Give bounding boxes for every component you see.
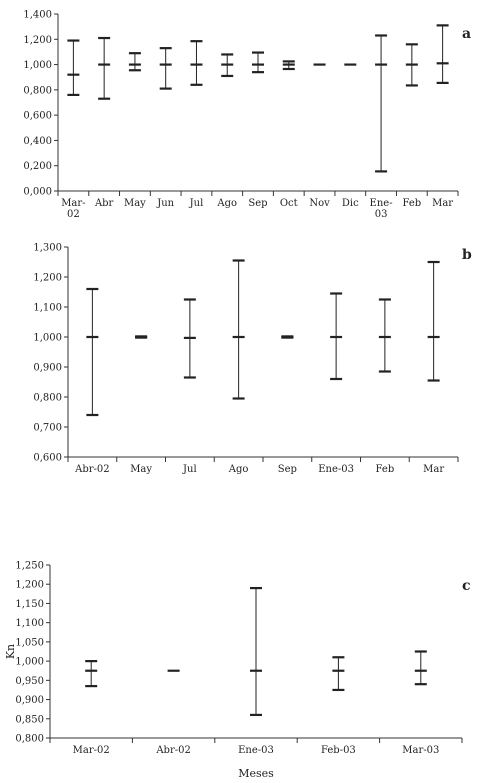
x-tick-label: Feb	[376, 464, 395, 475]
x-tick-label: Jun	[156, 198, 174, 209]
x-tick-label: Abr	[94, 198, 114, 209]
x-tick-label: Ene-03	[238, 745, 274, 756]
error-bar	[378, 298, 391, 373]
y-tick-label: 1,300	[33, 243, 62, 254]
y-tick-label: 1,200	[33, 273, 62, 284]
x-tick-label: Mar	[423, 464, 444, 475]
error-bar	[232, 259, 245, 400]
y-tick-label: 0,200	[23, 161, 52, 172]
x-tick-label: Ene-03	[318, 464, 354, 475]
error-bar	[282, 60, 295, 71]
x-tick-label: Jul	[182, 464, 197, 475]
x-tick-label: May	[130, 464, 152, 475]
error-bar	[190, 40, 203, 86]
y-tick-label: 1,000	[33, 333, 62, 344]
x-tick-label: Oct	[280, 198, 298, 209]
panel-label: b	[462, 247, 472, 263]
y-tick-label: 1,000	[23, 60, 52, 71]
error-bar	[281, 335, 294, 339]
x-tick-label: May	[124, 198, 146, 209]
error-bar	[135, 335, 148, 339]
x-tick-label: Nov	[309, 198, 330, 209]
y-axis-title: Kn	[4, 644, 17, 659]
y-tick-label: 1,050	[15, 637, 44, 648]
y-tick-label: 0,600	[33, 453, 62, 464]
y-tick-label: 0,400	[23, 136, 52, 147]
x-tick-label: Feb-03	[321, 745, 356, 756]
x-tick-label: Feb	[402, 198, 421, 209]
error-bar	[405, 43, 418, 87]
error-bar	[221, 53, 234, 78]
error-bar	[159, 47, 172, 90]
error-bar	[427, 260, 440, 382]
x-tick-label: Dic	[342, 198, 359, 209]
x-tick-label: Sep	[248, 198, 267, 209]
y-tick-label: 1,200	[15, 580, 44, 591]
panel-label: a	[462, 26, 471, 42]
error-bar	[98, 36, 111, 100]
error-bar	[85, 660, 98, 688]
y-tick-label: 0,000	[23, 187, 52, 198]
y-tick-label: 0,800	[23, 85, 52, 96]
error-bar	[183, 298, 196, 379]
error-bar	[332, 656, 345, 692]
error-bar	[252, 51, 264, 74]
error-bar	[330, 292, 343, 381]
y-tick-label: 0,850	[15, 714, 44, 725]
y-tick-label: 0,800	[15, 734, 44, 745]
y-tick-label: 0,600	[23, 111, 52, 122]
x-tick-label: Sep	[278, 464, 297, 475]
error-bar	[250, 586, 262, 717]
x-tick-label: Ago	[216, 198, 237, 209]
panel-label: c	[462, 578, 471, 594]
x-tick-label: Mar-03	[402, 745, 439, 756]
chart-panel-a: 0,000 0,200 0,400 0,600 0,800 1,000 1,200 1,400…	[23, 10, 471, 221]
x-tick-label: Abr-02	[155, 745, 191, 756]
y-tick-label: 1,100	[15, 618, 44, 629]
y-tick-label: 1,150	[15, 599, 44, 610]
x-tick-label: Ene-03	[370, 198, 393, 220]
y-tick-label: 1,000	[15, 657, 44, 668]
y-tick-label: 0,700	[33, 423, 62, 434]
y-tick-label: 1,100	[33, 303, 62, 314]
y-tick-label: 0,950	[15, 676, 44, 687]
y-tick-label: 1,400	[23, 10, 52, 21]
error-bar	[414, 650, 427, 686]
x-axis-title: Meses	[238, 767, 274, 780]
error-bar	[86, 287, 99, 417]
x-tick-label: Ago	[228, 464, 249, 475]
error-bar	[128, 52, 141, 72]
error-bar	[436, 24, 449, 85]
y-tick-label: 0,800	[33, 393, 62, 404]
chart-panel-b: 0,600 0,700 0,800 0,900 1,000 1,100 1,200 1,300…	[33, 243, 472, 476]
x-tick-label: Mar-02	[61, 198, 85, 220]
y-tick-label: 1,200	[23, 35, 52, 46]
x-tick-label: Jul	[189, 198, 204, 209]
y-tick-label: 0,900	[33, 363, 62, 374]
x-tick-label: Mar-02	[73, 745, 110, 756]
error-bar	[67, 39, 80, 97]
x-tick-label: Abr-02	[74, 464, 110, 475]
y-tick-label: 1,250	[15, 561, 44, 572]
error-bar	[375, 34, 388, 173]
chart-panel-c: 0,800 0,850 0,900 0,950 1,000 1,050 1,100 1,150…	[4, 561, 471, 781]
x-tick-label: Mar	[432, 198, 453, 209]
y-tick-label: 0,900	[15, 695, 44, 706]
